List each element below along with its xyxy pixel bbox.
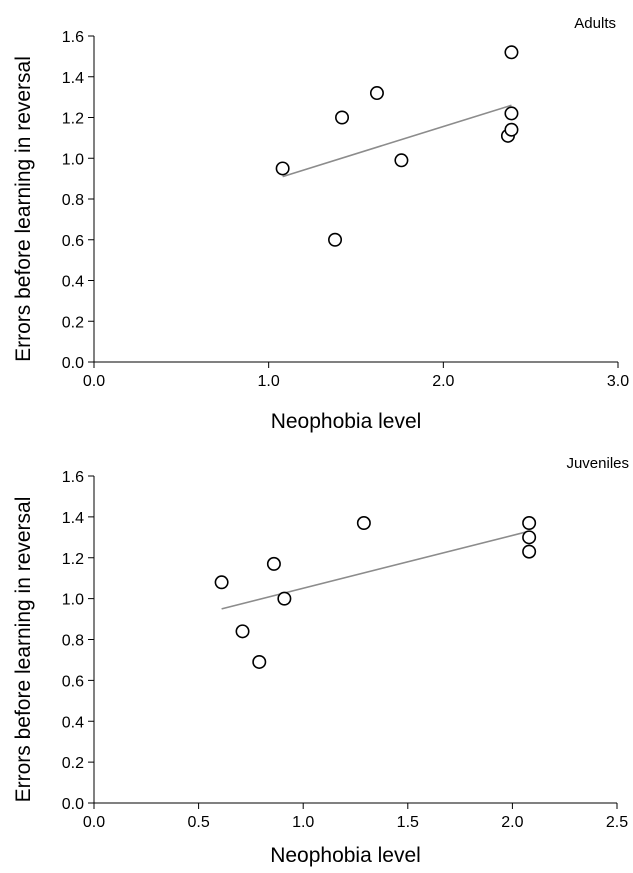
y-tick-label: 0.8 (62, 192, 84, 209)
chart-panel-1: 0.0 0.2 0.4 0.6 0.8 1.0 1.2 1.4 1.6 0.0 1.0 2.0 3.0 N… (12, 15, 629, 433)
x-tick-label: 2.0 (432, 373, 454, 390)
panel-label: Adults (574, 15, 616, 32)
y-tick-label: 1.4 (62, 70, 84, 87)
x-tick-label: 2.0 (501, 814, 523, 831)
y-tick-label: 1.0 (62, 592, 84, 609)
data-point (252, 654, 267, 669)
data-point (504, 122, 519, 137)
data-point (335, 110, 350, 125)
data-point (394, 153, 409, 168)
x-tick-label: 0.0 (83, 814, 105, 831)
trendline (282, 104, 512, 178)
x-tick-label: 1.5 (397, 814, 419, 831)
y-tick-label: 0.6 (62, 233, 84, 250)
y-tick-label: 1.0 (62, 151, 84, 168)
x-tick-label: 3.0 (607, 373, 629, 390)
y-tick-label: 1.2 (62, 111, 84, 128)
y-tick-label: 0.0 (62, 355, 84, 372)
data-point (522, 544, 537, 559)
data-point (356, 516, 371, 531)
x-tick-label: 1.0 (258, 373, 280, 390)
x-tick-label: 0.5 (187, 814, 209, 831)
y-axis-title: Errors before learning in reversal (12, 56, 35, 362)
panel-label: Juveniles (566, 455, 629, 472)
data-point (275, 161, 290, 176)
chart-panel-2: 0.0 0.2 0.4 0.6 0.8 1.0 1.2 1.4 1.6 0.0 0.5 1.0 1.5 2… (12, 455, 629, 867)
x-tick-label: 0.0 (83, 373, 105, 390)
y-tick-label: 0.0 (62, 796, 84, 813)
y-tick-label: 0.2 (62, 314, 84, 331)
y-tick-label: 0.8 (62, 633, 84, 650)
data-point (504, 106, 519, 121)
data-point (235, 624, 250, 639)
x-axis-title: Neophobia level (270, 844, 421, 867)
y-tick-label: 1.2 (62, 551, 84, 568)
trendline (221, 530, 530, 610)
y-tick-label: 1.6 (62, 469, 84, 486)
y-tick-label: 0.6 (62, 673, 84, 690)
y-tick-label: 0.2 (62, 755, 84, 772)
x-axis-title: Neophobia level (271, 410, 422, 433)
data-point (266, 556, 281, 571)
y-tick-label: 0.4 (62, 274, 84, 291)
data-point (522, 530, 537, 545)
x-tick-label: 2.5 (606, 814, 628, 831)
data-point (522, 516, 537, 531)
data-point (369, 86, 384, 101)
y-tick-label: 1.4 (62, 510, 84, 527)
data-point (504, 45, 519, 60)
x-tick-label: 1.0 (292, 814, 314, 831)
y-tick-label: 1.6 (62, 29, 84, 46)
data-point (214, 575, 229, 590)
data-point (277, 591, 292, 606)
data-point (328, 232, 343, 247)
y-tick-label: 0.4 (62, 714, 84, 731)
y-axis-title: Errors before learning in reversal (12, 497, 35, 803)
